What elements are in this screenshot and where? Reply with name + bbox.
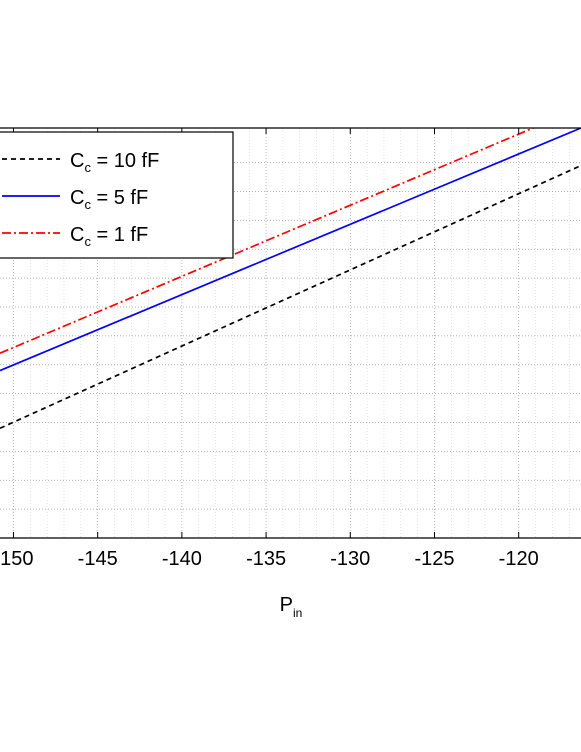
legend-label-3: Cc = 1 fF	[70, 224, 148, 249]
x-tick-label: -130	[330, 548, 370, 570]
axes	[0, 127, 581, 539]
series-line-1	[0, 164, 581, 430]
grid	[0, 128, 581, 538]
x-tick-label: -125	[414, 548, 454, 570]
x-tick-labels: -150 -145 -140 -135 -130 -125 -120	[0, 548, 539, 570]
x-tick-label: -145	[78, 548, 118, 570]
x-axis-label: Pin	[280, 594, 303, 620]
series-line-2	[0, 128, 581, 372]
x-tick-label: -140	[162, 548, 202, 570]
x-tick-label: -150	[0, 548, 33, 570]
legend-label-2: Cc = 5 fF	[70, 187, 148, 212]
legend: Cc = 10 fF Cc = 5 fF Cc = 1 fF	[0, 131, 234, 259]
series-layer	[0, 128, 581, 430]
legend-label-1: Cc = 10 fF	[70, 150, 159, 175]
series-line-3	[0, 128, 536, 354]
legend-box	[0, 131, 234, 259]
x-tick-label: -120	[499, 548, 539, 570]
x-tick-label: -135	[246, 548, 286, 570]
